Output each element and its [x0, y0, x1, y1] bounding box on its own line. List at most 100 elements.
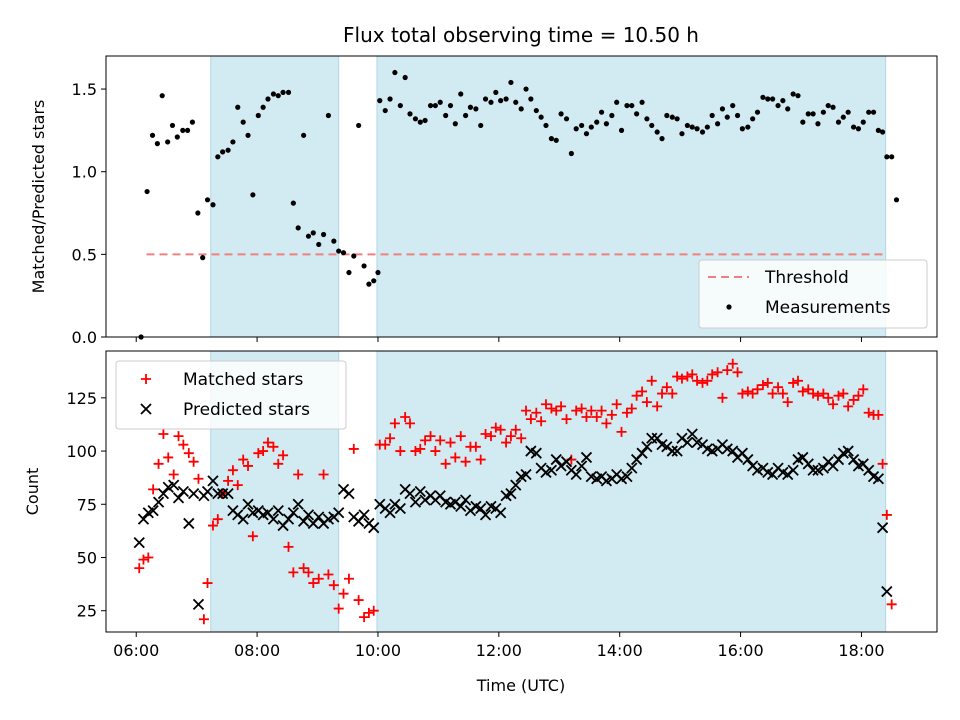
- predicted-star-marker: [876, 522, 889, 534]
- matched-star-marker: [737, 388, 748, 399]
- matched-star-marker: [886, 599, 897, 610]
- measurement-point: [704, 124, 710, 130]
- top-panel-frame: [105, 55, 938, 338]
- matched-star-marker: [546, 403, 557, 414]
- y-tick-label: 0.0: [72, 328, 97, 347]
- matched-star-marker: [198, 614, 209, 625]
- matched-star-marker: [258, 446, 269, 457]
- matched-star-marker: [812, 390, 823, 401]
- measurement-point: [189, 119, 196, 125]
- measurement-point: [684, 122, 690, 129]
- matched-star-marker: [881, 509, 892, 520]
- matched-star-marker: [757, 380, 768, 391]
- matched-star-marker: [531, 407, 542, 418]
- predicted-star-marker: [267, 513, 280, 525]
- measurement-point: [351, 253, 357, 259]
- measurement-point: [482, 96, 489, 102]
- predicted-star-marker: [510, 479, 522, 491]
- predicted-star-marker: [520, 468, 532, 481]
- predicted-star-marker: [242, 498, 254, 510]
- measurement-point: [893, 197, 900, 203]
- matched-star-marker: [389, 418, 400, 429]
- measurement-point: [780, 98, 786, 104]
- predicted-star-marker: [807, 464, 819, 476]
- measurement-point: [427, 102, 434, 109]
- legend-matched-swatch: [141, 374, 151, 384]
- x-axis-label: Time (UTC): [476, 676, 565, 695]
- measurement-point: [709, 112, 715, 119]
- x-tick-label: 08:00: [234, 641, 280, 660]
- matched-star-marker: [586, 405, 597, 416]
- predicted-star-marker: [626, 462, 638, 474]
- measurement-point: [679, 131, 685, 137]
- matched-star-marker: [318, 469, 329, 480]
- top-panel-x-ticks: [135, 337, 862, 342]
- matched-star-marker: [682, 371, 693, 382]
- predicted-star-marker: [641, 441, 653, 453]
- measurement-point: [805, 111, 811, 117]
- measurement-point: [800, 119, 806, 125]
- measurement-point: [260, 104, 266, 110]
- matched-star-marker: [420, 435, 431, 446]
- predicted-star-marker: [847, 453, 860, 466]
- matched-star-marker: [400, 411, 411, 422]
- predicted-star-marker: [636, 447, 648, 459]
- top-panel-measurements: [138, 69, 900, 340]
- measurement-point: [533, 107, 539, 114]
- measurement-point: [174, 134, 180, 140]
- predicted-star-marker: [621, 470, 633, 483]
- measurement-point: [387, 96, 393, 102]
- matched-star-marker: [298, 563, 309, 574]
- measurement-point: [598, 109, 605, 115]
- measurement-point: [558, 111, 564, 117]
- matched-star-marker: [143, 552, 154, 563]
- predicted-star-marker: [475, 502, 487, 515]
- matched-star-marker: [702, 375, 713, 386]
- measurement-point: [250, 192, 256, 198]
- measurement-point: [639, 99, 645, 105]
- y-tick-label: 1.5: [72, 80, 97, 99]
- measurement-point: [180, 127, 186, 133]
- measurement-point: [579, 122, 585, 129]
- measurement-point: [845, 109, 851, 115]
- bottom-panel-x-ticks: 06:00 08:00 10:00 12:00 14:00 16:00 18:00: [113, 632, 885, 660]
- matched-star-marker: [404, 418, 415, 429]
- measurement-point: [528, 96, 534, 102]
- shaded-interval-1: [376, 350, 887, 633]
- bottom-panel-predicted-stars: [133, 428, 893, 610]
- predicted-star-marker: [147, 505, 159, 517]
- measurement-point: [825, 102, 831, 109]
- measurement-point: [855, 126, 862, 132]
- matched-star-marker: [616, 426, 627, 437]
- matched-star-marker: [148, 484, 159, 495]
- legend-frame: [698, 259, 928, 329]
- measurement-point: [649, 122, 655, 129]
- matched-star-marker: [611, 399, 622, 410]
- matched-star-marker: [168, 469, 179, 480]
- measurement-point: [402, 74, 408, 81]
- y-tick-label: 1.0: [72, 163, 97, 182]
- predicted-star-marker: [358, 509, 370, 521]
- matched-star-marker: [712, 367, 723, 378]
- predicted-star-marker: [681, 436, 694, 449]
- matched-star-marker: [808, 388, 819, 399]
- matched-star-marker: [657, 388, 668, 399]
- predicted-star-marker: [575, 460, 588, 472]
- top-panel: 0.0 0.5 1.0 1.5 Matched/Predicted stars Thr…: [29, 55, 938, 347]
- matched-star-marker: [153, 458, 164, 469]
- matched-star-marker: [631, 390, 642, 401]
- measurement-point: [346, 269, 352, 276]
- shaded-interval-0: [210, 55, 340, 338]
- measurement-point: [462, 112, 469, 119]
- x-tick-label: 14:00: [597, 641, 643, 660]
- measurement-point: [603, 121, 610, 127]
- bottom-panel-legend: Matched stars Predicted stars: [115, 360, 347, 430]
- predicted-star-marker: [545, 464, 558, 476]
- matched-star-marker: [138, 554, 149, 565]
- matched-star-marker: [848, 394, 859, 405]
- measurement-point: [513, 99, 519, 105]
- matched-star-marker: [661, 382, 672, 393]
- measurement-point: [785, 106, 791, 112]
- matched-star-marker: [485, 431, 496, 442]
